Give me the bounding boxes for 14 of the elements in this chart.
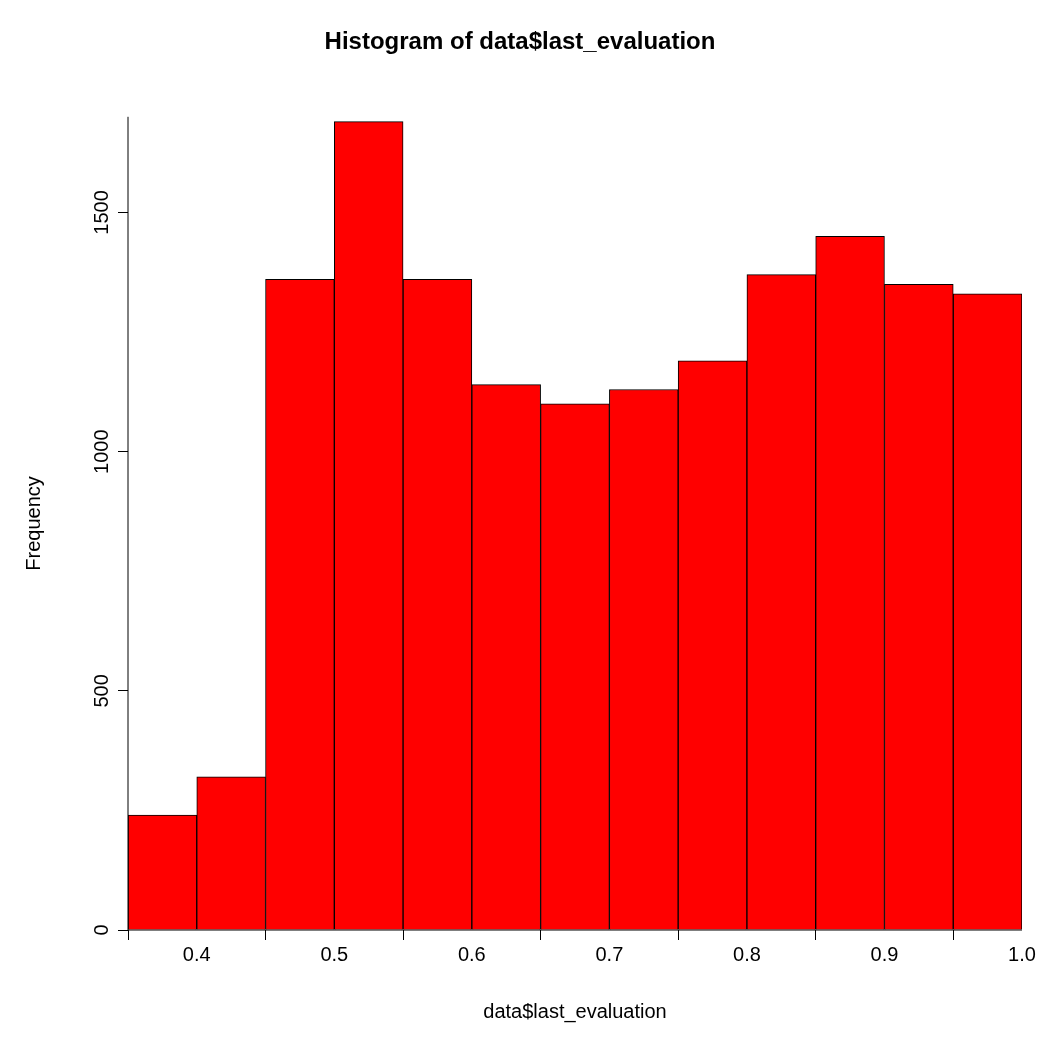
y-axis-title: Frequency — [21, 476, 44, 571]
y-tick-label: 1000 — [89, 429, 112, 474]
x-tick-label: 0.4 — [182, 942, 211, 965]
x-tick-label: 0.6 — [457, 942, 486, 965]
x-tick-label: 0.5 — [320, 942, 349, 965]
y-tick-label: 0 — [89, 924, 112, 936]
y-tick-label: 500 — [89, 674, 112, 708]
y-tick-label: 1500 — [89, 190, 112, 235]
chart-title: Histogram of data$last_evaluation — [324, 27, 716, 55]
x-tick-label: 0.9 — [870, 942, 899, 965]
x-tick-label: 0.7 — [595, 942, 624, 965]
x-axis-title: data$last_evaluation — [483, 999, 667, 1023]
x-tick-label: 1.0 — [1008, 942, 1036, 965]
x-tick-label: 0.8 — [733, 942, 761, 965]
